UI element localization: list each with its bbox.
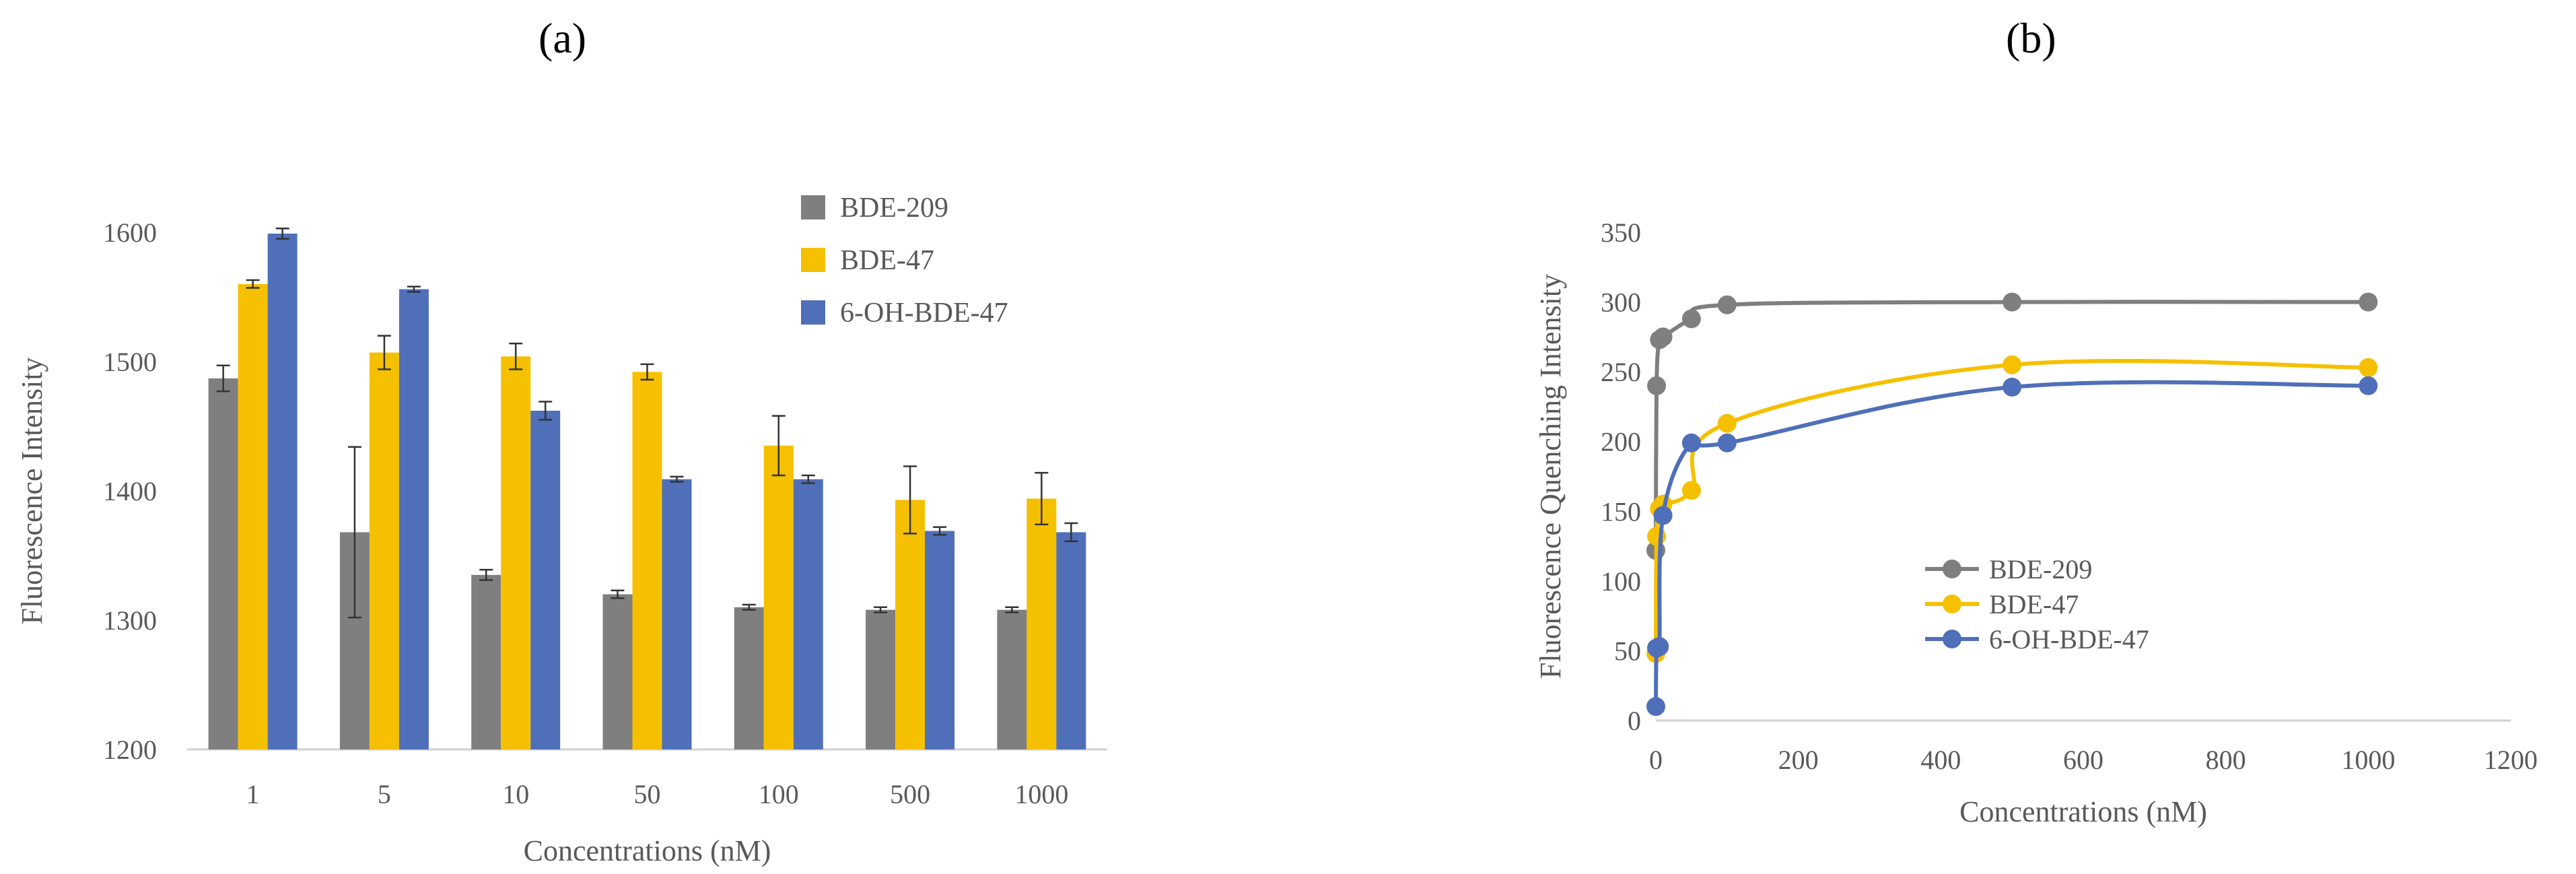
y-tick-label: 300 <box>1601 288 1641 318</box>
bar-bde-47-100 <box>763 445 794 749</box>
point-bde-47 <box>1717 413 1737 433</box>
bar-bde-209-10 <box>471 574 501 749</box>
point-6-oh-bde-47 <box>2003 377 2022 397</box>
x-tick-label: 5 <box>378 779 391 809</box>
y-tick-label: 250 <box>1601 357 1641 387</box>
y-tick-label: 100 <box>1601 566 1641 597</box>
x-tick-label: 400 <box>1920 745 1961 775</box>
point-bde-209 <box>1681 309 1701 329</box>
point-bde-209 <box>1647 376 1667 395</box>
bar-6-oh-bde-47-1 <box>267 233 298 749</box>
bar-bde-47-5 <box>369 352 399 749</box>
point-bde-209 <box>2003 292 2022 312</box>
x-tick-label: 500 <box>890 779 930 809</box>
bar-6-oh-bde-47-50 <box>662 479 692 749</box>
point-bde-47 <box>2359 358 2378 377</box>
x-tick-label: 10 <box>502 779 529 809</box>
x-tick-label: 1000 <box>1014 779 1068 809</box>
y-axis-title: Fluorescence Quenching Intensity <box>1534 274 1567 679</box>
bar-bde-209-500 <box>866 609 896 749</box>
bar-6-oh-bde-47-500 <box>925 531 955 749</box>
y-tick-label: 1300 <box>103 605 157 636</box>
bar-bde-209-1 <box>208 378 238 749</box>
x-tick-label: 200 <box>1778 745 1819 775</box>
y-tick-label: 0 <box>1628 706 1641 736</box>
point-bde-209 <box>1717 295 1737 314</box>
bar-6-oh-bde-47-10 <box>530 410 561 749</box>
legend-label: BDE-209 <box>1989 554 2092 584</box>
legend-swatch-bde-209 <box>801 195 825 220</box>
y-tick-label: 150 <box>1601 496 1641 527</box>
bar-6-oh-bde-47-5 <box>398 289 429 750</box>
legend-label: BDE-209 <box>840 193 948 224</box>
bar-6-oh-bde-47-1000 <box>1056 532 1086 749</box>
panel-label-a: (a) <box>538 14 587 62</box>
y-tick-label: 50 <box>1614 636 1641 666</box>
legend-marker-bde-47 <box>1943 595 1961 613</box>
legend-label: BDE-47 <box>1989 589 2079 619</box>
x-tick-label: 100 <box>759 779 799 809</box>
bar-bde-47-10 <box>501 356 531 749</box>
y-tick-label: 200 <box>1601 427 1641 457</box>
series-line-bde-209 <box>1654 300 2369 551</box>
y-tick-label: 1600 <box>103 217 157 248</box>
y-tick-label: 1200 <box>103 735 157 765</box>
point-6-oh-bde-47 <box>1681 433 1701 452</box>
x-tick-label: 600 <box>2063 745 2103 775</box>
x-tick-label: 50 <box>634 779 661 809</box>
legend-swatch-6-oh-bde-47 <box>801 300 825 325</box>
legend-label: 6-OH-BDE-47 <box>1989 624 2149 654</box>
y-tick-label: 1400 <box>103 476 157 506</box>
x-axis-title: Concentrations (nM) <box>1959 795 2207 828</box>
bar-bde-209-1000 <box>997 609 1027 749</box>
y-tick-label: 350 <box>1601 217 1641 248</box>
point-bde-209 <box>2359 292 2378 312</box>
legend-swatch-bde-47 <box>801 248 825 272</box>
x-tick-label: 0 <box>1649 745 1663 775</box>
point-6-oh-bde-47 <box>1650 637 1669 657</box>
x-axis-title: Concentrations (nM) <box>524 834 771 867</box>
legend-label: 6-OH-BDE-47 <box>840 298 1008 329</box>
x-tick-label: 1 <box>246 779 260 809</box>
point-bde-209 <box>1653 327 1673 347</box>
x-tick-label: 800 <box>2206 745 2246 775</box>
point-6-oh-bde-47 <box>1653 506 1673 525</box>
bar-bde-47-1000 <box>1026 498 1057 749</box>
legend-marker-6-oh-bde-47 <box>1943 630 1961 648</box>
point-bde-47 <box>2003 355 2022 374</box>
panel-label-b: (b) <box>2006 14 2056 62</box>
y-tick-label: 1500 <box>103 347 157 377</box>
point-bde-47 <box>1681 481 1701 500</box>
point-6-oh-bde-47 <box>2359 376 2378 395</box>
bar-6-oh-bde-47-100 <box>793 479 823 749</box>
bar-bde-209-50 <box>602 594 633 749</box>
bar-bde-47-1 <box>238 283 268 749</box>
y-axis-title: Fluorescence Intensity <box>15 357 48 624</box>
bar-bde-47-50 <box>632 372 662 749</box>
point-6-oh-bde-47 <box>1646 697 1665 716</box>
x-tick-label: 1000 <box>2341 745 2395 775</box>
bar-bde-209-100 <box>734 607 764 749</box>
x-tick-label: 1200 <box>2484 745 2538 775</box>
legend-marker-bde-209 <box>1943 560 1961 578</box>
legend-label: BDE-47 <box>840 245 934 276</box>
point-6-oh-bde-47 <box>1717 433 1737 452</box>
series-line-6-oh-bde-47 <box>1654 380 2369 707</box>
bar-bde-47-500 <box>895 500 926 749</box>
